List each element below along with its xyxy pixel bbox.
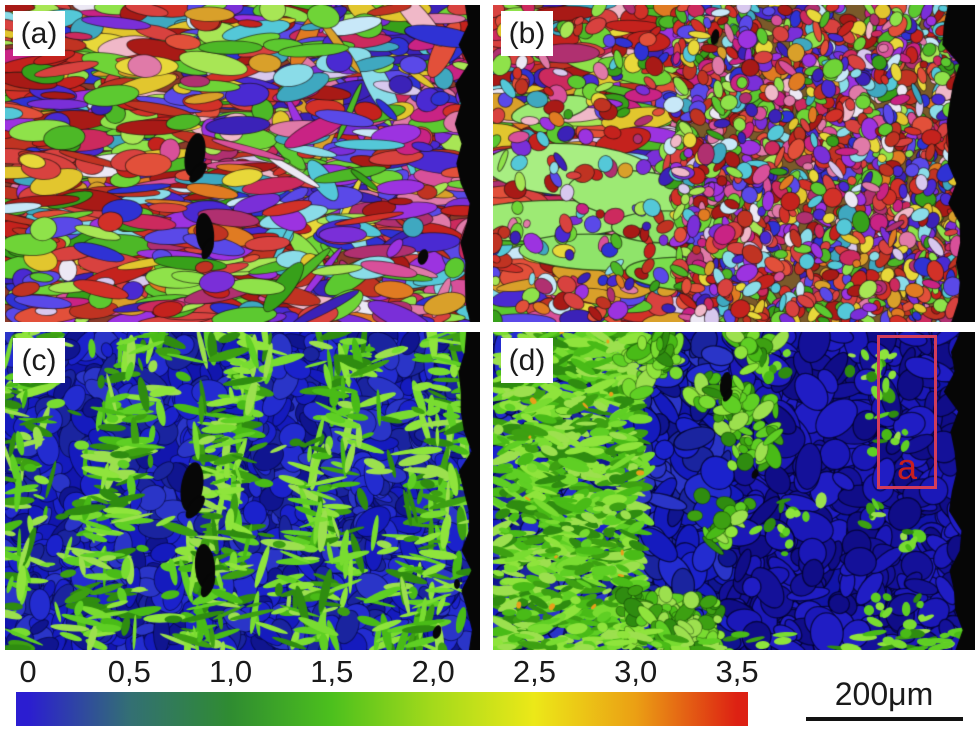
colorbar	[16, 692, 748, 726]
panel-c-micrograph	[5, 332, 480, 650]
scale-bar-label: 200μm	[834, 676, 934, 712]
colorbar-ticks: 0 0,5 1,0 1,5 2,0 2,5 3,0 3,5	[16, 654, 758, 689]
panel-d-micrograph	[493, 332, 975, 650]
colorbar-tick: 1,0	[208, 654, 253, 689]
panel-d: (d) a	[493, 332, 975, 650]
colorbar-tick: 2,5	[512, 654, 556, 689]
colorbar-tick: 0	[19, 654, 37, 689]
region-annotation-box: a	[877, 335, 937, 489]
panel-a: (a)	[5, 5, 480, 322]
colorbar-tick: 3,5	[715, 654, 759, 689]
region-annotation-label: a	[896, 446, 918, 487]
panel-c-label: (c)	[13, 338, 65, 383]
panel-a-label: (a)	[13, 11, 65, 56]
colorbar-tick: 1,5	[310, 654, 354, 689]
panel-b: (b)	[493, 5, 975, 322]
panel-d-label: (d)	[501, 338, 553, 383]
scale-bar-line	[806, 717, 963, 721]
colorbar-tick: 3,0	[614, 654, 658, 689]
panel-b-micrograph	[493, 5, 975, 322]
panel-a-micrograph	[5, 5, 480, 322]
panel-c: (c)	[5, 332, 480, 650]
colorbar-tick: 2,0	[411, 654, 455, 689]
colorbar-tick: 0,5	[107, 654, 151, 689]
panel-b-label: (b)	[501, 11, 553, 56]
